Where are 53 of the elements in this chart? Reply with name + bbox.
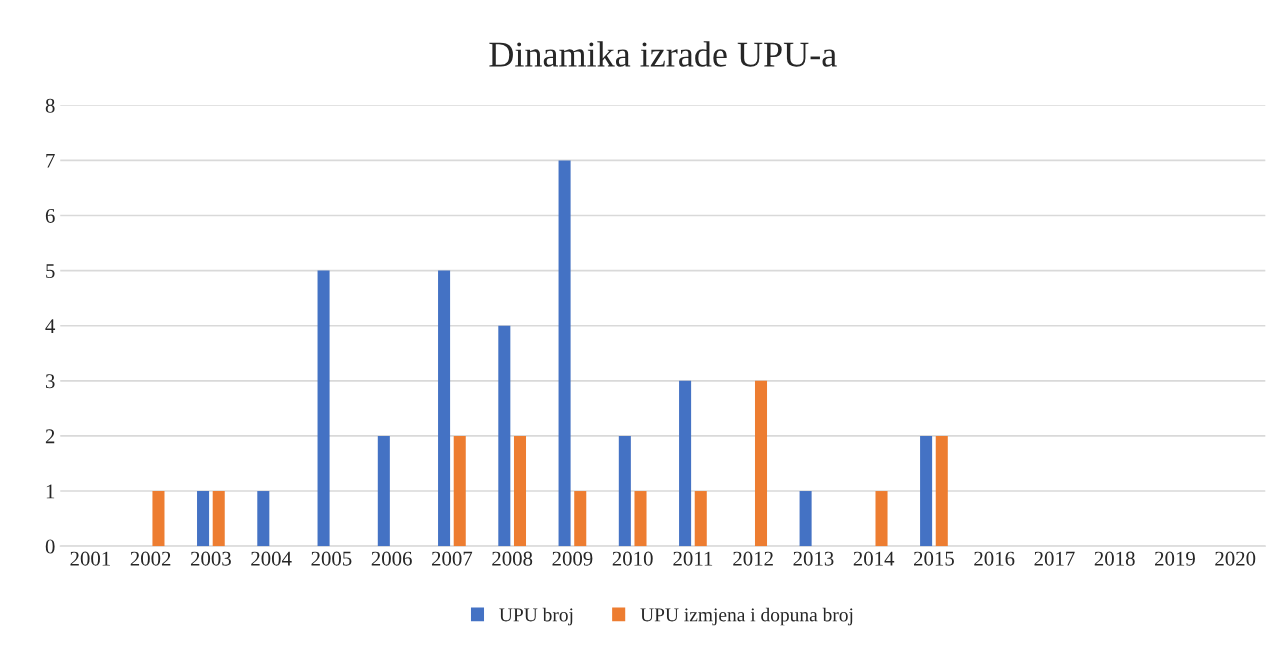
y-tick-label: 2 (45, 429, 55, 444)
bar (679, 380, 692, 547)
x-tick-label: 2017 (1034, 551, 1075, 566)
bar (634, 491, 647, 547)
x-tick-label: 2016 (974, 551, 1015, 566)
bar (257, 491, 270, 547)
x-tick-label: 2019 (1155, 551, 1195, 566)
chart-title: Dinamika izrade UPU-a (489, 41, 837, 67)
x-tick-label: 2012 (733, 551, 773, 566)
y-tick-label: 1 (46, 484, 55, 499)
x-tick-label: 2011 (673, 551, 713, 566)
x-tick-label: 2009 (552, 551, 593, 566)
x-tick-label: 2006 (371, 551, 412, 566)
bar (935, 435, 948, 547)
bar (754, 380, 768, 547)
x-tick-label: 2015 (914, 551, 954, 566)
y-tick-label: 3 (45, 374, 55, 389)
x-tick-label: 2020 (1215, 551, 1256, 566)
y-tick-label: 4 (45, 319, 56, 333)
bar (317, 270, 330, 547)
y-tick-label: 6 (45, 208, 55, 223)
bar (920, 435, 933, 547)
bar (197, 491, 210, 547)
x-tick-label: 2014 (853, 551, 895, 566)
x-tick-label: 2005 (311, 551, 352, 566)
x-tick-label: 2003 (190, 551, 231, 566)
x-tick-label: 2010 (612, 551, 653, 566)
x-tick-label: 2013 (793, 551, 834, 566)
bar (618, 435, 631, 547)
bar (875, 491, 888, 547)
bar (453, 435, 466, 547)
x-tick-label: 2008 (492, 551, 533, 566)
bar (377, 435, 390, 547)
y-tick-label: 5 (46, 264, 55, 279)
legend-label: UPU broj (499, 607, 573, 626)
x-tick-label: 2007 (431, 551, 473, 566)
bar (212, 491, 225, 547)
y-tick-label: 0 (45, 539, 55, 554)
x-tick-label: 2001 (70, 551, 110, 566)
bar (574, 491, 587, 547)
y-tick-label: 7 (46, 153, 55, 168)
bar (498, 325, 511, 547)
x-tick-label: 2002 (130, 551, 171, 566)
bar (799, 491, 812, 547)
bar (694, 491, 707, 547)
bar (438, 270, 451, 547)
x-tick-label: 2018 (1094, 551, 1135, 566)
legend-label: UPU izmjena i dopuna broj (640, 607, 853, 626)
bar (152, 491, 165, 547)
x-tick-label: 2004 (251, 551, 292, 566)
bar (558, 160, 571, 547)
y-tick-label: 8 (45, 98, 55, 113)
bar (513, 435, 527, 547)
